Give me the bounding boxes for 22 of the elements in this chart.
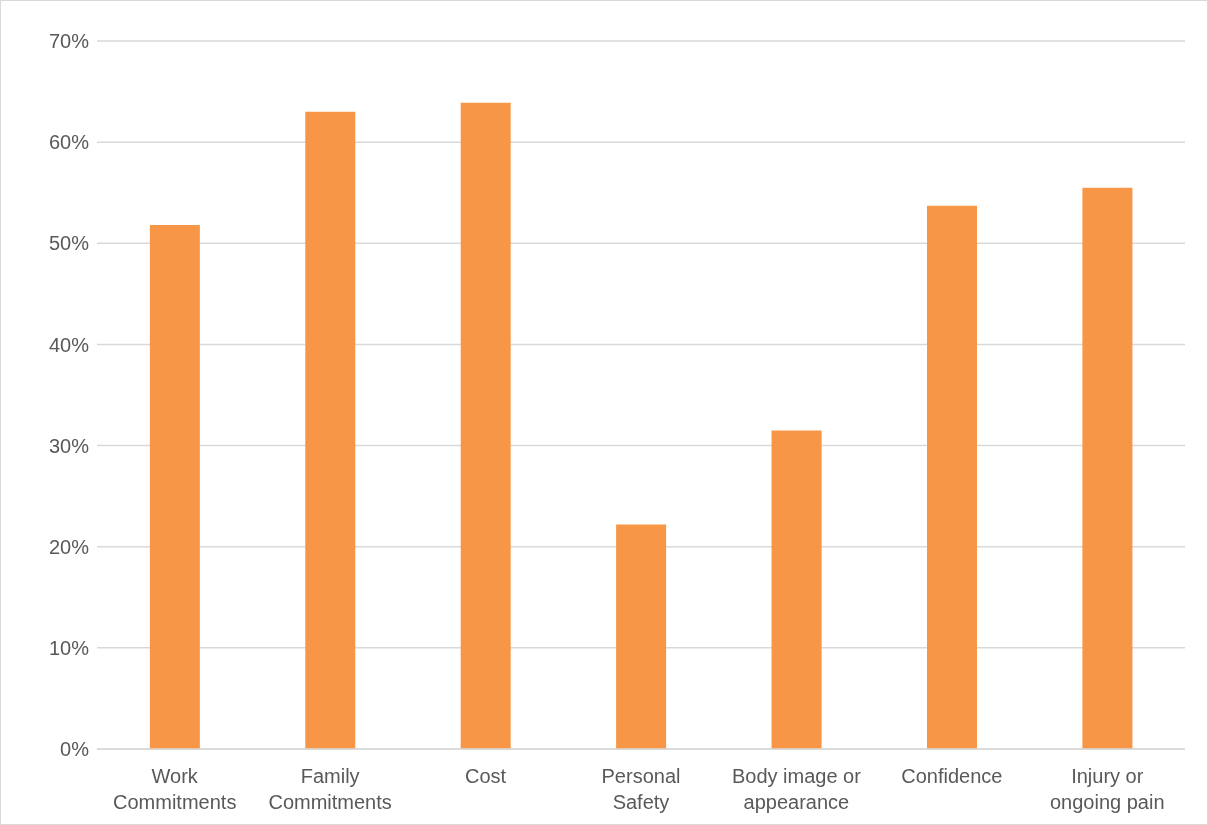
y-tick-label: 0%: [60, 738, 90, 761]
x-tick-label: Confidence: [901, 765, 1003, 787]
bar: [616, 524, 667, 749]
y-tick-label: 30%: [48, 434, 90, 457]
bar: [926, 205, 977, 749]
x-tick-label: Cost: [465, 765, 507, 787]
y-tick-label: 50%: [48, 232, 90, 255]
x-tick-label: Family Commitments: [268, 765, 392, 813]
bar: [1082, 187, 1133, 749]
x-tick-label: Injury or ongoing pain: [1050, 765, 1165, 813]
y-tick-label: 70%: [48, 30, 90, 53]
bar: [460, 102, 511, 749]
bar: [149, 225, 200, 749]
y-tick-label: 40%: [48, 333, 90, 356]
bar: [771, 430, 822, 749]
y-tick-label: 10%: [48, 636, 90, 659]
x-tick-label: Body image or appearance: [731, 765, 862, 813]
y-tick-label: 20%: [48, 535, 90, 558]
x-tick-label: Work Commitments: [113, 765, 237, 813]
bar: [305, 111, 356, 749]
y-tick-label: 60%: [48, 131, 90, 154]
x-tick-label: Personal Safety: [601, 765, 681, 813]
